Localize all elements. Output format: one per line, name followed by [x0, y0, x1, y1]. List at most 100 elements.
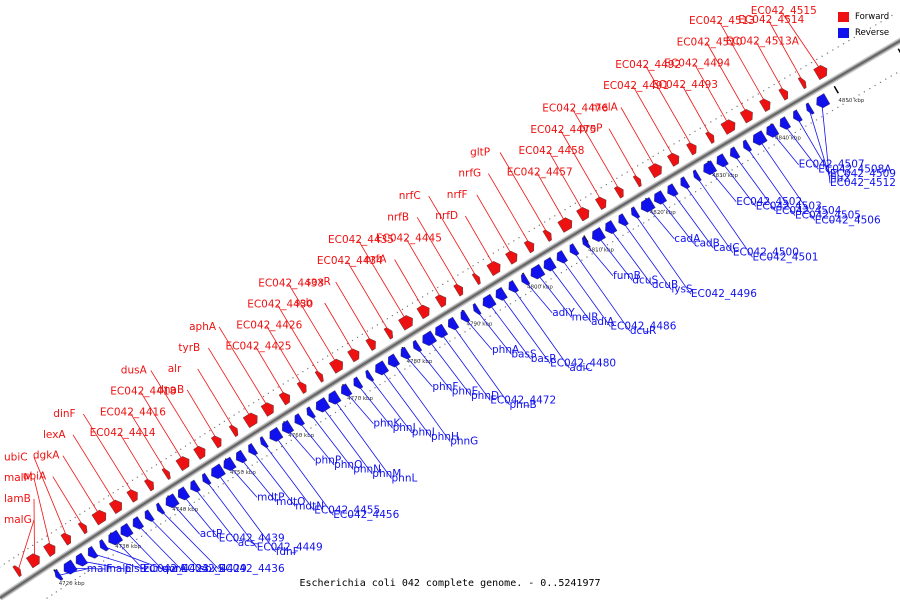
gene-label-ec042-4512: EC042_4512 — [830, 177, 896, 189]
leader-ec042-4515 — [780, 10, 823, 72]
gene-arrow-ec042-4492 — [686, 142, 697, 156]
guide-dot — [322, 358, 324, 360]
gene-arrow-ec042-4457 — [557, 217, 573, 233]
guide-dot — [467, 268, 469, 270]
guide-dot — [429, 352, 431, 355]
gene-label-ec042-4496: EC042_4496 — [691, 288, 757, 300]
tick-label: 4770 kbp — [347, 396, 373, 402]
gene-label-nrfd: nrfD — [435, 210, 458, 222]
leader-ec042-4492 — [644, 64, 694, 149]
gene-label-dcub: dcuB — [652, 279, 678, 291]
gene-arrow-phni — [365, 369, 375, 382]
leader-dusa — [150, 370, 202, 452]
guide-dot — [401, 308, 404, 310]
guide-dot — [673, 143, 675, 145]
guide-dot — [112, 492, 114, 494]
guide-dot — [74, 516, 76, 519]
guide-dot — [837, 46, 839, 48]
guide-dot — [550, 278, 552, 280]
gene-arrow-ec042-4476 — [613, 186, 624, 199]
guide-dot — [663, 149, 665, 151]
guide-dot — [810, 62, 813, 64]
guide-dot — [193, 501, 195, 503]
leader-bass — [475, 309, 512, 355]
gene-label-ec042-4504: EC042_4504 — [775, 205, 841, 217]
backbone-dots — [0, 14, 898, 599]
guide-dot — [642, 162, 644, 164]
guide-dot — [503, 246, 505, 248]
gene-label-ec042-4515: EC042_4515 — [751, 5, 817, 17]
genome-backbone — [0, 37, 900, 600]
leader-ec042-4506 — [758, 138, 816, 221]
guide-dot — [789, 134, 791, 137]
gene-label-ec042-4414: EC042_4414 — [90, 427, 156, 439]
guide-dot — [710, 181, 712, 183]
leader-ec042-4505 — [745, 146, 796, 216]
guide-dot — [658, 212, 660, 215]
guide-dot — [136, 476, 138, 478]
leader-ssb — [324, 302, 356, 355]
guide-dot — [300, 433, 302, 435]
guide-dot — [198, 498, 200, 500]
guide-dot — [863, 91, 865, 93]
guide-dot — [389, 377, 391, 379]
leader-ec042-4445 — [405, 238, 443, 301]
gene-label-phnd: phnD — [471, 390, 499, 402]
guide-dot — [464, 331, 466, 333]
gene-arrow-phno — [294, 413, 305, 427]
guide-dot — [757, 153, 759, 155]
gene-label-lamb: lamB — [4, 493, 31, 505]
guide-dot — [282, 383, 284, 385]
gene-label-ec042-4480: EC042_4480 — [550, 358, 616, 370]
gene-label-ec042-4418: EC042_4418 — [110, 385, 176, 397]
gene-arrow-ec042-4455 — [259, 436, 269, 449]
leader-nrfg — [488, 173, 531, 247]
guide-dot — [647, 159, 649, 161]
gene-arrow-cadb — [654, 190, 668, 205]
leader-ec042-4439 — [182, 494, 220, 539]
guide-dot — [131, 541, 133, 544]
guide-dot — [295, 436, 297, 438]
guide-dot — [482, 258, 484, 261]
guide-dot — [69, 520, 71, 522]
gene-label-ec042-4416: EC042_4416 — [100, 406, 166, 418]
guide-dot — [310, 427, 312, 429]
leader-ec042-4496 — [633, 213, 692, 295]
gene-label-ec042-4493: EC042_4493 — [652, 79, 718, 91]
guide-dot — [79, 513, 81, 515]
guide-dot — [209, 430, 211, 432]
gene-label-soxr: soxR — [306, 276, 331, 288]
gene-label-nrfc: nrfC — [399, 190, 421, 202]
guide-dot — [98, 501, 100, 503]
guide-dot — [606, 244, 609, 246]
gene-label-ec042-4508a: EC042_4508A — [818, 163, 892, 175]
gene-label-cadb: cadB — [694, 238, 720, 250]
guide-dot — [369, 390, 371, 392]
guide-dot — [414, 362, 416, 364]
guide-dot — [837, 106, 839, 108]
guide-dot — [778, 80, 781, 82]
leader-cadc — [671, 190, 714, 249]
guide-dot — [302, 371, 304, 373]
guide-dot — [233, 414, 235, 416]
leader-ec042-4509 — [796, 116, 831, 175]
guide-dot — [276, 449, 278, 451]
guide-dot — [339, 408, 341, 410]
guide-dot — [810, 122, 812, 124]
guide-dot — [65, 585, 67, 587]
gene-label-ec042-4430: EC042_4430 — [247, 298, 313, 310]
reverse-swatch — [838, 28, 849, 38]
gene-arrow-ec042-4435 — [398, 315, 413, 331]
gene-label-bass: basS — [511, 348, 537, 360]
guide-dot — [663, 209, 665, 211]
leader-ec042-4501 — [695, 175, 753, 258]
guide-dot — [93, 566, 95, 568]
guide-dot — [325, 418, 327, 420]
guide-dot — [726, 112, 728, 114]
guide-dot — [668, 146, 670, 148]
gene-label-ec042-4456: EC042_4456 — [333, 509, 399, 521]
gene-arrow-ec042-4512 — [816, 93, 831, 109]
leader-ec042-4491 — [632, 86, 676, 159]
guide-dot — [449, 340, 451, 342]
guide-dot — [564, 209, 566, 211]
